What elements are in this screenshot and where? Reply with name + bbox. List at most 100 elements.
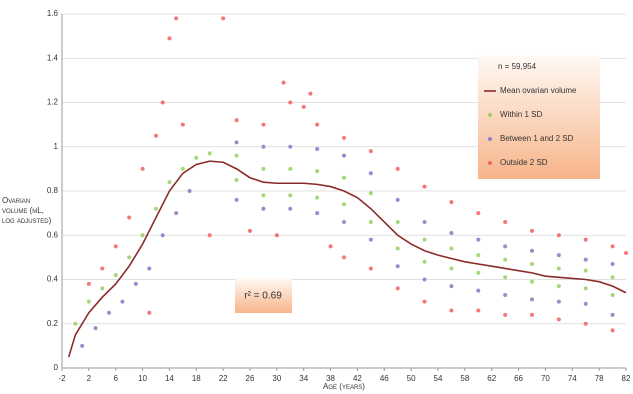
scatter-point	[476, 308, 481, 313]
scatter-point	[342, 175, 346, 180]
x-tick-label: 26	[246, 374, 255, 383]
scatter-point	[288, 206, 293, 211]
scatter-point	[610, 244, 615, 249]
scatter-point	[476, 288, 481, 293]
scatter-point	[449, 246, 454, 251]
scatter-point	[556, 317, 561, 322]
scatter-point	[449, 231, 454, 236]
x-tick-label: 66	[514, 374, 523, 383]
y-tick-label: 1.6	[47, 9, 59, 18]
scatter-point	[86, 281, 91, 286]
scatter-point	[583, 268, 588, 273]
scatter-point	[395, 197, 400, 202]
legend-swatch	[488, 137, 492, 141]
legend-label: Between 1 and 2 SD	[500, 134, 574, 143]
scatter-point	[583, 257, 588, 262]
scatter-point	[167, 36, 172, 41]
scatter-point	[368, 266, 373, 271]
scatter-point	[180, 166, 185, 171]
y-tick-label: 1.4	[47, 53, 59, 62]
x-tick-label: 42	[353, 374, 362, 383]
scatter-point	[610, 328, 615, 333]
scatter-point	[624, 250, 628, 255]
scatter-point	[503, 292, 508, 297]
x-axis-label: Age (years)	[323, 382, 365, 391]
scatter-point	[503, 219, 508, 224]
scatter-point	[556, 266, 561, 271]
x-tick-label: 70	[541, 374, 550, 383]
y-axis-label: Ovarian volume (mL, log adjusted)	[2, 196, 52, 225]
scatter-point	[530, 228, 534, 233]
x-tick-label: 6	[113, 374, 118, 383]
y-tick-label: 0.8	[47, 186, 59, 195]
x-tick-label: 46	[380, 374, 389, 383]
legend-label: Within 1 SD	[500, 110, 542, 119]
scatter-point	[503, 257, 508, 262]
scatter-point	[154, 133, 158, 138]
scatter-point	[556, 284, 561, 289]
scatter-point	[315, 122, 320, 127]
scatter-point	[315, 146, 320, 151]
scatter-point	[422, 184, 427, 189]
scatter-point	[449, 308, 454, 313]
scatter-point	[113, 273, 118, 278]
scatter-point	[503, 312, 508, 317]
scatter-point	[449, 200, 454, 205]
scatter-point	[234, 177, 239, 182]
scatter-point	[315, 195, 320, 200]
scatter-point	[274, 233, 279, 238]
scatter-point	[147, 266, 152, 271]
scatter-point	[194, 155, 199, 160]
scatter-point	[261, 193, 266, 198]
scatter-point	[395, 286, 400, 291]
scatter-point	[261, 144, 266, 149]
scatter-point	[167, 180, 172, 185]
scatter-point	[86, 299, 91, 304]
scatter-point	[556, 253, 561, 258]
scatter-point	[234, 153, 239, 158]
scatter-point	[261, 166, 266, 171]
scatter-point	[288, 193, 293, 198]
scatter-point	[583, 301, 588, 306]
scatter-point	[308, 91, 313, 96]
scatter-point	[368, 149, 373, 154]
scatter-point	[583, 321, 588, 326]
scatter-point	[281, 80, 286, 85]
scatter-point	[583, 237, 588, 242]
scatter-point	[301, 104, 306, 109]
x-tick-label: 78	[595, 374, 604, 383]
scatter-point	[315, 169, 320, 174]
x-tick-label: 2	[87, 374, 92, 383]
y-tick-label: 0	[54, 363, 59, 372]
scatter-point	[422, 299, 427, 304]
x-tick-label: 62	[487, 374, 496, 383]
scatter-point	[476, 253, 481, 258]
scatter-point	[503, 275, 508, 280]
scatter-point	[422, 219, 427, 224]
scatter-point	[160, 100, 165, 105]
x-tick-label: 74	[568, 374, 577, 383]
scatter-point	[530, 248, 534, 253]
annotation-box	[235, 278, 292, 313]
scatter-point	[368, 191, 373, 196]
scatter-point	[422, 259, 427, 264]
scatter-point	[93, 326, 98, 331]
y-tick-label: 0.2	[47, 319, 59, 328]
scatter-point	[610, 262, 615, 267]
scatter-point	[73, 321, 78, 326]
scatter-point	[180, 122, 185, 127]
scatter-point	[120, 299, 125, 304]
scatter-point	[328, 244, 333, 249]
x-tick-label: -2	[58, 374, 66, 383]
scatter-point	[80, 343, 85, 348]
scatter-point	[288, 100, 293, 105]
x-tick-label: 58	[460, 374, 469, 383]
scatter-point	[154, 206, 158, 211]
scatter-point	[395, 264, 400, 269]
scatter-point	[530, 297, 534, 302]
scatter-point	[140, 166, 145, 171]
legend-label: Mean ovarian volume	[500, 86, 577, 95]
scatter-point	[207, 233, 212, 238]
